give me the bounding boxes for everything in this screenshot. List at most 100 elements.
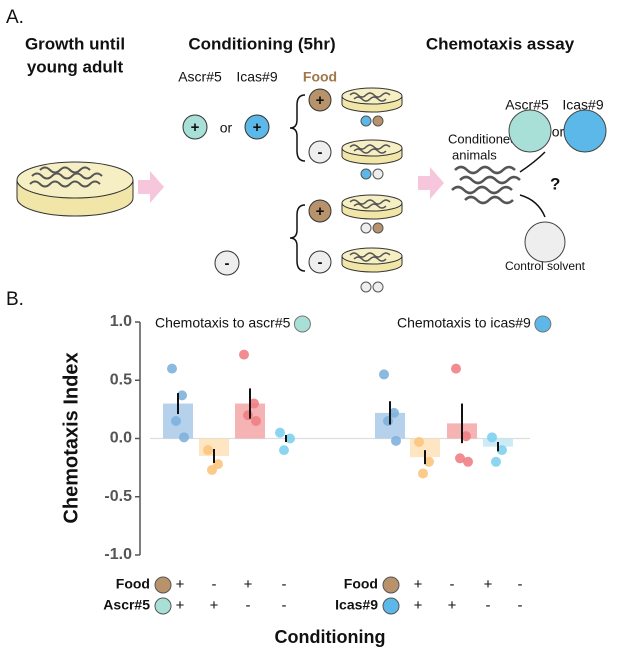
point — [487, 432, 497, 443]
condition-sign: - — [282, 597, 287, 614]
point — [383, 416, 393, 427]
arrow — [418, 167, 444, 199]
condition-sign: + — [414, 576, 423, 593]
condition-circle — [382, 576, 400, 594]
big-dish — [16, 161, 134, 217]
condition-sign: + — [414, 597, 423, 614]
sign: + — [253, 119, 262, 136]
point — [275, 427, 285, 438]
y-tick-label: 0.0 — [110, 430, 132, 447]
control-label: Control solvent — [505, 259, 586, 273]
point — [418, 468, 428, 479]
point — [203, 445, 213, 456]
point — [391, 435, 401, 446]
point — [455, 453, 465, 464]
y-axis-label: Chemotaxis Index — [60, 352, 82, 523]
cue-label: Icas#9 — [236, 69, 277, 85]
y-tick-label: 0.5 — [110, 371, 132, 388]
heading: Chemotaxis assay — [426, 34, 575, 53]
point — [251, 416, 261, 427]
cue-circle — [244, 114, 270, 140]
point — [171, 416, 181, 427]
point — [243, 410, 253, 421]
dishes — [341, 87, 403, 293]
sign: + — [316, 92, 325, 109]
arrow — [519, 151, 546, 173]
y-tick-label: -0.5 — [104, 488, 132, 505]
point — [497, 445, 507, 456]
cue-circle — [563, 109, 607, 153]
y-tick-label: 1.0 — [110, 313, 132, 330]
condition-sign: + — [176, 597, 185, 614]
point — [177, 390, 187, 401]
condition-sign: - — [212, 576, 217, 593]
cue-label: Ascr#5 — [505, 97, 549, 113]
cue-label: Icas#9 — [562, 97, 603, 113]
condition-sign: - — [282, 576, 287, 593]
arrow — [519, 194, 546, 218]
point — [285, 433, 295, 444]
condition-sign: - — [486, 597, 491, 614]
condition-label: Ascr#5 — [103, 597, 150, 613]
cue-circle — [508, 109, 552, 153]
y-tick-label: -1.0 — [104, 546, 132, 563]
or: or — [220, 120, 233, 136]
title-circle — [534, 315, 552, 333]
brace — [289, 94, 306, 162]
sign: + — [191, 119, 200, 136]
panel-label: A. — [6, 7, 24, 28]
food-label: Food — [303, 69, 337, 85]
question: ? — [550, 174, 560, 193]
chart-title: Chemotaxis to icas#9 — [397, 315, 531, 331]
point — [249, 398, 259, 409]
sign: - — [225, 255, 230, 272]
heading: Growth until — [25, 34, 125, 53]
point — [379, 369, 389, 380]
condition-label: Food — [344, 576, 378, 592]
condition-sign: - — [518, 597, 523, 614]
condition-sign: + — [448, 597, 457, 614]
point — [424, 456, 434, 467]
sign: - — [318, 254, 323, 271]
x-axis-label: Conditioning — [275, 627, 386, 647]
heading: Conditioning (5hr) — [188, 34, 335, 53]
food-circle — [308, 250, 332, 274]
condition-sign: - — [518, 576, 523, 593]
point — [389, 407, 399, 418]
control-circle — [524, 221, 566, 263]
point — [207, 464, 217, 475]
worms — [451, 165, 521, 205]
point — [239, 349, 249, 360]
brace — [289, 204, 306, 272]
or: or — [552, 124, 565, 140]
conditioned: Conditioned — [448, 131, 517, 146]
food-circle — [308, 88, 332, 112]
condition-circle — [154, 597, 172, 615]
sign: - — [318, 144, 323, 161]
point — [461, 431, 471, 442]
conditioned: animals — [452, 147, 497, 162]
food-circle — [308, 140, 332, 164]
condition-sign: + — [210, 597, 219, 614]
point — [179, 432, 189, 443]
condition-sign: + — [176, 576, 185, 593]
heading: young adult — [27, 57, 124, 76]
arrow — [138, 171, 164, 203]
cue-circle — [182, 114, 208, 140]
condition-circle — [154, 576, 172, 594]
point — [167, 363, 177, 374]
point — [414, 436, 424, 447]
cue-circle — [214, 250, 240, 276]
condition-label: Food — [116, 576, 150, 592]
title-circle — [293, 315, 311, 333]
sign: + — [316, 203, 325, 220]
condition-sign: + — [484, 576, 493, 593]
point — [451, 363, 461, 374]
chart-title: Chemotaxis to ascr#5 — [155, 315, 291, 331]
condition-label: Icas#9 — [335, 597, 378, 613]
panel-label: B. — [6, 289, 24, 310]
cue-label: Ascr#5 — [178, 69, 222, 85]
condition-sign: - — [246, 597, 251, 614]
point — [491, 456, 501, 467]
